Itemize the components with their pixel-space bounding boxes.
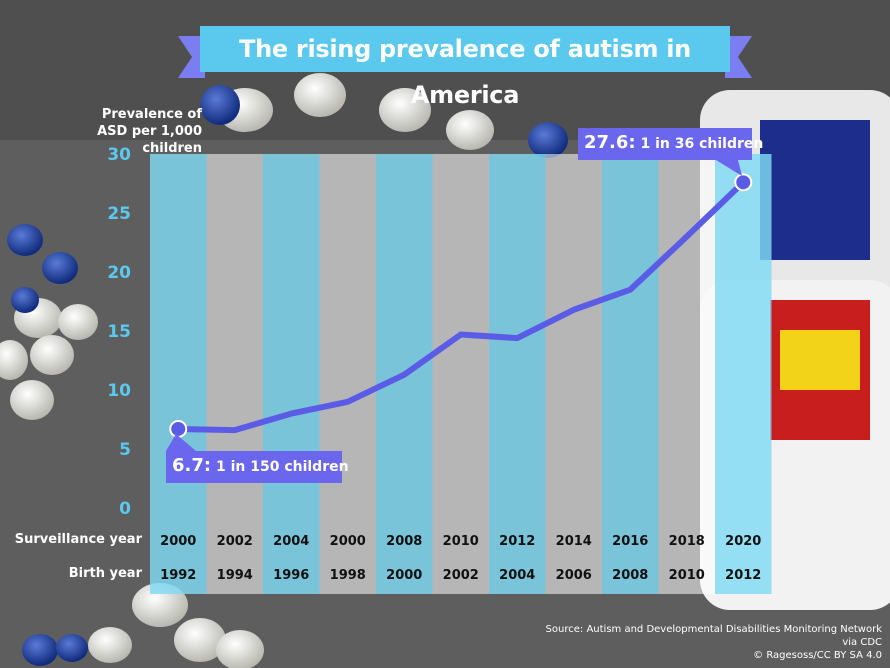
callout-end: 27.6: 1 in 36 children: [584, 132, 763, 153]
surveillance-year-tick: 2004: [273, 534, 309, 549]
callout-start-text: 1 in 150 children: [215, 459, 349, 475]
y-tick-label: 30: [107, 145, 131, 165]
birth-year-label: Birth year: [68, 566, 142, 581]
surveillance-year-label: Surveillance year: [14, 532, 142, 547]
birth-year-tick: 2010: [669, 568, 705, 583]
y-tick-label: 10: [107, 381, 131, 401]
surveillance-year-tick: 2008: [386, 534, 422, 549]
birth-year-tick: 1992: [160, 568, 196, 583]
y-axis-title: Prevalence of ASD per 1,000 children: [97, 107, 202, 156]
y-tick-label: 5: [119, 440, 131, 460]
y-tick-label: 20: [107, 263, 131, 283]
surveillance-year-tick: 2020: [725, 534, 761, 549]
banner-ribbon-left: [178, 36, 205, 78]
source-line-1: Source: Autism and Developmental Disabil…: [545, 624, 882, 648]
callout-start-pointer: [166, 434, 196, 451]
callout-end-text: 1 in 36 children: [640, 136, 764, 152]
surveillance-year-tick: 2016: [612, 534, 648, 549]
banner-ribbon-right: [725, 36, 752, 78]
surveillance-year-tick: 2014: [556, 534, 592, 549]
birth-year-tick: 1998: [330, 568, 366, 583]
series-polyline: [175, 179, 747, 434]
x-axis-labels: 2000 2002 2004 2000 2008 2010 2012 2014 2016 2018…: [160, 534, 761, 583]
y-tick-label: 25: [107, 204, 131, 224]
year-band: [150, 154, 207, 594]
birth-year-tick: 2004: [499, 568, 535, 583]
birth-year-tick: 1996: [273, 568, 309, 583]
year-band: [263, 154, 320, 594]
callout-end-pointer: [716, 160, 742, 176]
surveillance-year-tick: 2018: [669, 534, 705, 549]
birth-year-tick: 2008: [612, 568, 648, 583]
surveillance-year-tick: 2012: [499, 534, 535, 549]
year-band: [658, 154, 715, 594]
data-point: [734, 173, 753, 192]
year-band: [715, 154, 772, 594]
year-band: [319, 154, 376, 594]
year-band: [602, 154, 659, 594]
year-band: [489, 154, 546, 594]
callout-start: 6.7: 1 in 150 children: [172, 455, 349, 476]
year-band: [545, 154, 602, 594]
birth-year-tick: 2006: [556, 568, 592, 583]
data-point: [169, 419, 188, 438]
callout-end-value: 27.6:: [584, 132, 636, 153]
birth-year-tick: 2000: [386, 568, 422, 583]
copyright-line: © Ragesoss/CC BY SA 4.0: [753, 650, 882, 661]
year-band: [432, 154, 489, 594]
surveillance-year-tick: 2000: [330, 534, 366, 549]
birth-year-tick: 1994: [217, 568, 253, 583]
birth-year-tick: 2012: [725, 568, 761, 583]
birth-year-tick: 2002: [443, 568, 479, 583]
year-band: [206, 154, 263, 594]
surveillance-year-tick: 2000: [160, 534, 196, 549]
callout-start-value: 6.7:: [172, 455, 212, 476]
source-note: Source: Autism and Developmental Disabil…: [542, 623, 882, 662]
y-axis-ticks: 0 5 10 15 20 25 30: [107, 145, 131, 519]
y-tick-label: 15: [107, 322, 131, 342]
y-tick-label: 0: [119, 499, 131, 519]
surveillance-year-tick: 2010: [443, 534, 479, 549]
banner: [200, 26, 730, 72]
chart-title: The rising prevalence of autism in Ameri…: [239, 35, 691, 109]
year-bands: [150, 154, 772, 594]
surveillance-year-tick: 2002: [217, 534, 253, 549]
callout-start-box: [166, 451, 342, 483]
callout-end-box: [578, 128, 752, 160]
